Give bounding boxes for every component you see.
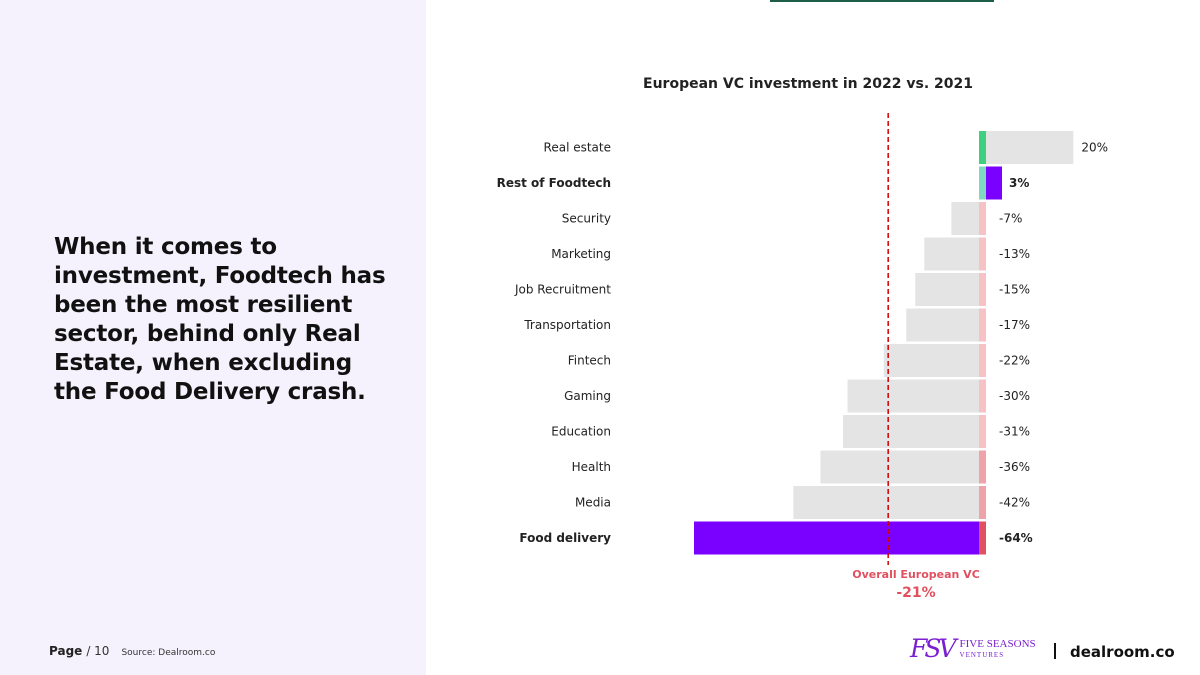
- value-label-real-estate: 20%: [1081, 141, 1108, 155]
- marker-rest-of-foodtech: [979, 166, 986, 200]
- value-label-security: -7%: [999, 212, 1022, 226]
- marker-food-delivery: [979, 521, 986, 555]
- marker-marketing: [979, 237, 986, 271]
- category-label-real-estate: Real estate: [544, 141, 611, 155]
- top-rule: [770, 0, 994, 2]
- page-total: / 10: [86, 644, 110, 658]
- bar-real-estate: [983, 131, 1074, 164]
- marker-security: [979, 202, 986, 235]
- bar-health: [820, 450, 983, 484]
- value-label-education: -31%: [999, 425, 1030, 439]
- bar-gaming: [847, 379, 983, 413]
- marker-fintech: [979, 344, 986, 377]
- value-label-gaming: -30%: [999, 389, 1030, 403]
- value-label-media: -42%: [999, 496, 1030, 510]
- footer-page-info: Page / 10 Source: Dealroom.co: [49, 644, 215, 658]
- source-note: Source: Dealroom.co: [121, 648, 216, 658]
- value-label-rest-of-foodtech: 3%: [1009, 176, 1029, 190]
- fsv-logo-line2: VENTURES: [959, 650, 1005, 659]
- value-label-health: -36%: [999, 460, 1030, 474]
- bar-transportation: [906, 308, 983, 342]
- category-label-security: Security: [562, 212, 611, 226]
- marker-job-recruitment: [979, 273, 986, 306]
- category-label-gaming: Gaming: [564, 389, 611, 403]
- category-label-education: Education: [551, 425, 611, 439]
- value-label-transportation: -17%: [999, 318, 1030, 332]
- category-label-media: Media: [575, 496, 611, 510]
- category-label-transportation: Transportation: [523, 318, 611, 332]
- logo-divider: [1054, 643, 1056, 659]
- category-label-health: Health: [572, 460, 611, 474]
- chart-title: European VC investment in 2022 vs. 2021: [643, 76, 973, 92]
- category-label-job-recruitment: Job Recruitment: [514, 283, 611, 297]
- headline: When it comes to investment, Foodtech ha…: [54, 234, 386, 405]
- category-label-marketing: Marketing: [551, 247, 611, 261]
- marker-education: [979, 415, 986, 448]
- value-label-food-delivery: -64%: [999, 531, 1033, 545]
- marker-health: [979, 450, 986, 484]
- value-label-job-recruitment: -15%: [999, 283, 1030, 297]
- marker-gaming: [979, 379, 986, 413]
- overall-label: Overall European VC: [852, 568, 980, 581]
- category-label-fintech: Fintech: [568, 354, 611, 368]
- bar-chart: Real estate 20% Rest of Foodtech 3% Security…: [497, 113, 1108, 565]
- overall-annotation: Overall European VC -21%: [836, 568, 996, 601]
- category-label-rest-of-foodtech: Rest of Foodtech: [497, 176, 611, 190]
- bar-food-delivery: [694, 521, 983, 555]
- bar-fintech: [883, 344, 983, 377]
- fsv-logo-mark: FSV: [910, 634, 956, 663]
- left-panel: [0, 0, 426, 675]
- dealroom-logo: dealroom.co: [1070, 643, 1175, 661]
- value-label-marketing: -13%: [999, 247, 1030, 261]
- fsv-logo-line1: FIVE SEASONS: [959, 637, 1036, 650]
- bar-rest-of-foodtech: [986, 166, 1002, 200]
- five-seasons-logo: FSV FIVE SEASONS VENTURES: [910, 636, 1036, 661]
- overall-value: -21%: [896, 585, 936, 601]
- bar-security: [951, 202, 983, 235]
- marker-transportation: [979, 308, 986, 342]
- bar-job-recruitment: [915, 273, 983, 306]
- category-label-food-delivery: Food delivery: [519, 531, 611, 545]
- bar-marketing: [924, 237, 983, 271]
- marker-real-estate: [979, 131, 986, 164]
- page-label: Page: [49, 644, 83, 658]
- marker-media: [979, 486, 986, 519]
- bar-education: [843, 415, 983, 448]
- value-label-fintech: -22%: [999, 354, 1030, 368]
